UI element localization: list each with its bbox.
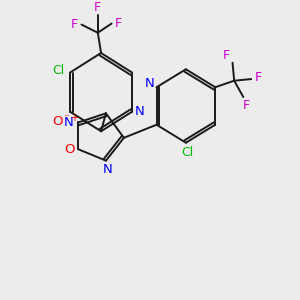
Text: F: F (115, 17, 122, 30)
Text: +: + (70, 113, 78, 123)
Text: ⁻: ⁻ (63, 113, 69, 123)
Text: F: F (243, 99, 250, 112)
Text: Cl: Cl (182, 146, 194, 159)
Text: N: N (64, 116, 74, 129)
Text: O: O (64, 143, 74, 156)
Text: F: F (94, 1, 101, 14)
Text: F: F (255, 71, 262, 84)
Text: O: O (53, 115, 63, 128)
Text: F: F (223, 49, 230, 62)
Text: F: F (71, 18, 78, 31)
Text: N: N (102, 163, 112, 176)
Text: N: N (145, 77, 154, 91)
Text: N: N (134, 105, 144, 118)
Text: Cl: Cl (52, 64, 65, 77)
